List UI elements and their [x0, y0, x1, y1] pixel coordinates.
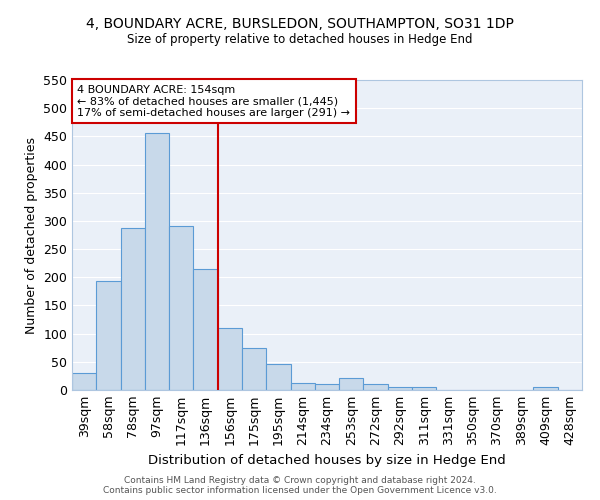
Bar — [412, 386, 436, 390]
Bar — [339, 378, 364, 390]
X-axis label: Distribution of detached houses by size in Hedge End: Distribution of detached houses by size … — [148, 454, 506, 466]
Text: Contains public sector information licensed under the Open Government Licence v3: Contains public sector information licen… — [103, 486, 497, 495]
Text: Size of property relative to detached houses in Hedge End: Size of property relative to detached ho… — [127, 32, 473, 46]
Bar — [388, 387, 412, 390]
Bar — [193, 270, 218, 390]
Bar — [145, 133, 169, 390]
Bar — [315, 384, 339, 390]
Bar — [121, 228, 145, 390]
Bar — [290, 382, 315, 390]
Bar — [72, 373, 96, 390]
Bar — [266, 364, 290, 390]
Bar — [242, 348, 266, 390]
Text: Contains HM Land Registry data © Crown copyright and database right 2024.: Contains HM Land Registry data © Crown c… — [124, 476, 476, 485]
Bar — [364, 384, 388, 390]
Y-axis label: Number of detached properties: Number of detached properties — [25, 136, 38, 334]
Text: 4 BOUNDARY ACRE: 154sqm
← 83% of detached houses are smaller (1,445)
17% of semi: 4 BOUNDARY ACRE: 154sqm ← 83% of detache… — [77, 84, 350, 118]
Bar — [169, 226, 193, 390]
Bar — [218, 328, 242, 390]
Bar — [533, 386, 558, 390]
Bar — [96, 281, 121, 390]
Text: 4, BOUNDARY ACRE, BURSLEDON, SOUTHAMPTON, SO31 1DP: 4, BOUNDARY ACRE, BURSLEDON, SOUTHAMPTON… — [86, 18, 514, 32]
